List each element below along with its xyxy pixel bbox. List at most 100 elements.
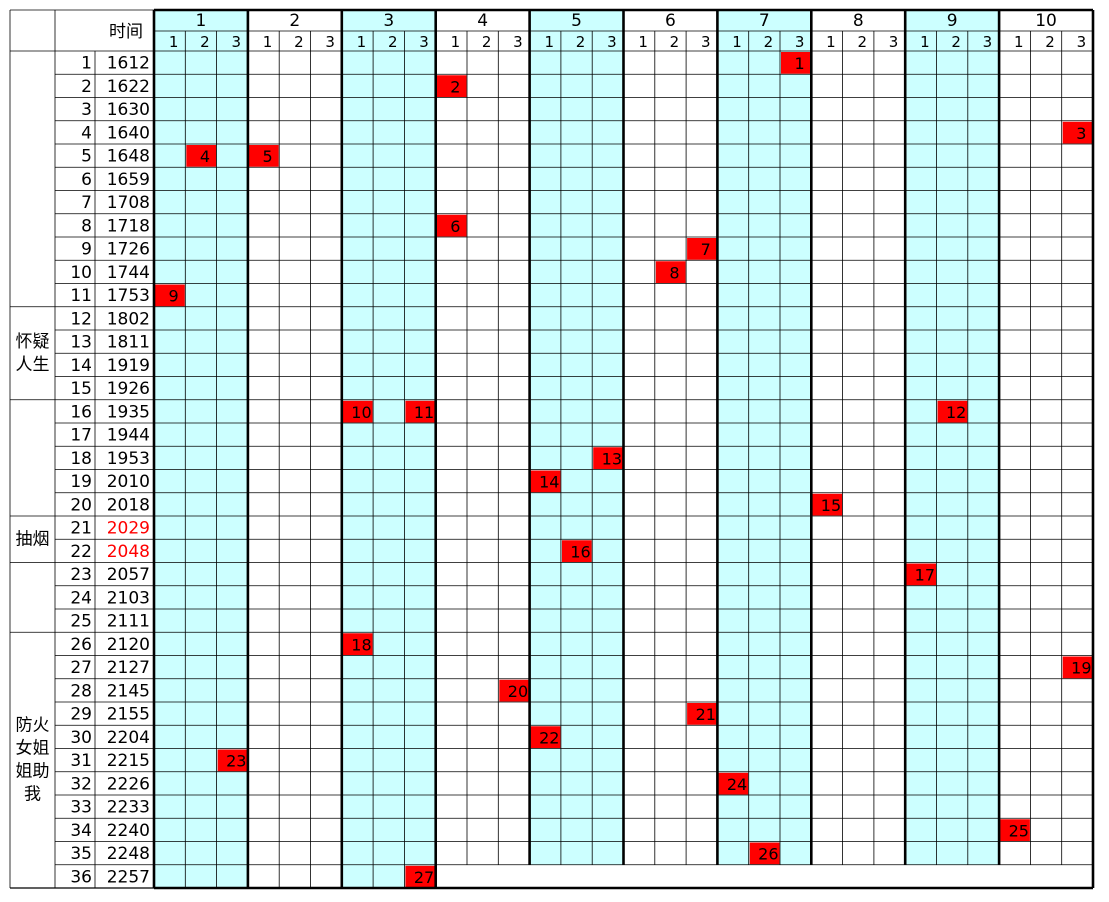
grid-lines — [9, 9, 1093, 889]
mark-cell-8 — [655, 261, 686, 283]
sub-header: 1 — [1014, 33, 1024, 51]
mark-cell-27 — [405, 865, 436, 888]
row-number-6: 6 — [81, 170, 92, 190]
mark-label-23: 23 — [226, 752, 246, 771]
sub-header: 2 — [576, 33, 586, 51]
sub-header: 2 — [200, 33, 210, 51]
row-number-25: 25 — [70, 612, 92, 632]
row-time-32: 2226 — [107, 774, 150, 794]
row-time-3: 1630 — [107, 100, 150, 120]
mark-label-12: 12 — [946, 403, 966, 422]
group-band-9 — [905, 10, 1000, 865]
sub-header: 3 — [231, 33, 241, 51]
section-label-5: 我 — [24, 785, 41, 805]
mark-label-17: 17 — [915, 566, 935, 585]
mark-cell-15 — [812, 493, 843, 516]
sub-header: 2 — [1045, 33, 1055, 51]
row-number-2: 2 — [81, 77, 92, 97]
sub-header: 3 — [607, 33, 617, 51]
row-time-17: 1944 — [107, 426, 150, 446]
sub-header: 3 — [513, 33, 523, 51]
sub-header: 1 — [357, 33, 367, 51]
group-lines — [10, 8, 1095, 890]
group-header-5: 5 — [571, 11, 582, 31]
row-time-34: 2240 — [107, 821, 150, 841]
row-time-27: 2127 — [107, 658, 150, 678]
mark-cell-3 — [1062, 121, 1093, 144]
mark-label-16: 16 — [570, 542, 590, 561]
group-header-2: 2 — [289, 11, 300, 31]
row-number-26: 26 — [70, 635, 92, 655]
mark-cell-25 — [1000, 819, 1030, 841]
row-number-10: 10 — [70, 263, 92, 283]
mark-label-6: 6 — [450, 217, 460, 236]
row-number-5: 5 — [81, 147, 92, 167]
row-number-7: 7 — [81, 193, 92, 213]
row-number-24: 24 — [70, 588, 92, 608]
row-time-2: 1622 — [107, 77, 150, 97]
mark-label-26: 26 — [758, 845, 778, 864]
sub-header: 2 — [670, 33, 680, 51]
mark-label-27: 27 — [414, 868, 434, 887]
group-header-9: 9 — [947, 11, 958, 31]
row-time-26: 2120 — [107, 635, 150, 655]
row-number-33: 33 — [70, 798, 92, 818]
mark-label-18: 18 — [351, 635, 371, 654]
mark-label-8: 8 — [669, 263, 679, 282]
sub-header: 1 — [451, 33, 461, 51]
mark-label-1: 1 — [795, 54, 805, 73]
time-header: 时间 — [109, 22, 143, 42]
section-label-5: 姐助 — [16, 762, 50, 782]
last-row-blank — [435, 864, 1093, 888]
group-header-3: 3 — [383, 11, 394, 31]
mark-label-24: 24 — [727, 775, 747, 794]
group-header-6: 6 — [665, 11, 676, 31]
mark-cell-16 — [561, 540, 592, 562]
mark-cell-22 — [530, 726, 561, 748]
row-number-3: 3 — [81, 100, 92, 120]
row-number-12: 12 — [70, 309, 92, 329]
row-time-35: 2248 — [107, 844, 150, 864]
group-header-10: 10 — [1035, 11, 1057, 31]
sub-header: 3 — [419, 33, 429, 51]
row-number-31: 31 — [70, 751, 92, 771]
row-number-9: 9 — [81, 240, 92, 260]
row-time-29: 2155 — [107, 705, 150, 725]
row-time-6: 1659 — [107, 170, 150, 190]
row-time-1: 1612 — [107, 54, 150, 74]
row-time-8: 1718 — [107, 216, 150, 236]
group-band-5 — [529, 10, 624, 865]
row-number-22: 22 — [70, 542, 92, 562]
mark-cell-10 — [342, 400, 373, 423]
mark-cell-9 — [155, 284, 185, 307]
row-time-10: 1744 — [107, 263, 150, 283]
sub-header: 2 — [482, 33, 492, 51]
row-time-5: 1648 — [107, 147, 150, 167]
row-time-25: 2111 — [107, 612, 150, 632]
sub-header: 1 — [638, 33, 648, 51]
mark-cell-18 — [342, 633, 373, 655]
section-label-5: 女姐 — [16, 739, 50, 759]
mark-cell-7 — [687, 238, 717, 260]
row-time-23: 2057 — [107, 565, 150, 585]
mark-label-7: 7 — [701, 240, 711, 259]
mark-cell-24 — [718, 772, 749, 795]
mark-label-25: 25 — [1009, 821, 1029, 840]
group-header-8: 8 — [853, 11, 864, 31]
section-label-3: 抽烟 — [16, 529, 50, 549]
row-time-31: 2215 — [107, 751, 150, 771]
row-number-20: 20 — [70, 495, 92, 515]
section-label-5: 防火 — [16, 716, 50, 736]
row-number-28: 28 — [70, 681, 92, 701]
mark-label-22: 22 — [539, 728, 559, 747]
row-number-19: 19 — [70, 472, 92, 492]
row-number-30: 30 — [70, 728, 92, 748]
row-number-21: 21 — [70, 519, 92, 539]
mark-cell-11 — [405, 400, 436, 423]
sub-header: 1 — [732, 33, 742, 51]
mark-cell-14 — [530, 470, 561, 493]
row-time-33: 2233 — [107, 798, 150, 818]
sub-header: 3 — [795, 33, 805, 51]
row-number-32: 32 — [70, 774, 92, 794]
